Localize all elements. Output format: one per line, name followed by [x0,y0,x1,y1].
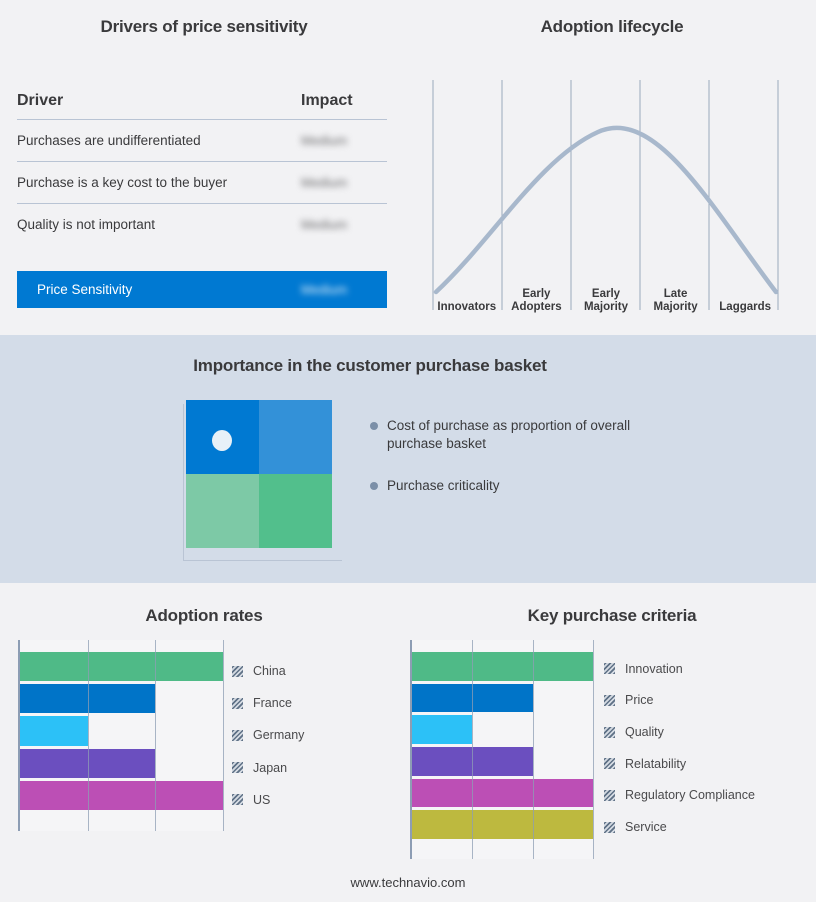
gridline [472,640,474,859]
summary-impact-redacted: Medium [301,282,348,297]
drivers-table: Driver Impact Purchases are undifferenti… [17,92,387,245]
middle-band [0,335,816,583]
lifecycle-panel-title: Adoption lifecycle [540,17,684,36]
hatched-swatch-icon [232,697,243,709]
lifecycle-stage-early-majority: Early Majority [583,288,629,313]
hatched-swatch-icon [604,789,615,801]
legend-item: Quality [604,716,755,748]
basket-legend-label: Cost of purchase as proportion of overal… [387,418,631,451]
plot-area [18,640,224,831]
legend-item: Innovation [604,653,755,685]
bar-us [20,780,223,810]
gridline [155,640,157,831]
legend-item: US [232,784,304,816]
quadrant-matrix [186,400,332,548]
list-item: Purchase criticality [370,477,670,495]
bullet-icon [370,482,378,490]
legend-label: Innovation [625,661,683,676]
lifecycle-stage-innovators: Innovators [437,301,497,313]
hatched-swatch-icon [232,729,243,741]
quadrant-frame [183,404,342,561]
hatched-swatch-icon [604,726,615,738]
quadrant-top-right [259,400,332,474]
legend-item: China [232,655,304,687]
impact-value-redacted: Medium [301,217,348,232]
key-purchase-criteria-chart [410,640,594,859]
list-item: Cost of purchase as proportion of overal… [370,417,670,453]
bar-service [412,810,593,839]
bar-quality [412,715,473,744]
legend-label: Price [625,693,654,708]
hatched-swatch-icon [604,694,615,706]
lifecycle-stage-late-majority: Late Majority [653,288,698,313]
hatched-swatch-icon [232,665,243,677]
legend-label: Service [625,820,667,835]
hatched-swatch-icon [604,821,615,833]
quadrant-position-marker [212,430,232,451]
quadrant-bottom-left [186,474,259,548]
legend-label: Relatability [625,756,687,771]
hatched-swatch-icon [604,663,615,675]
plot-area [410,640,594,859]
legend-item: Regulatory Compliance [604,780,755,812]
legend-label: Japan [253,760,288,775]
drivers-panel-title: Drivers of price sensitivity [100,17,308,36]
quadrant-bottom-right [259,474,332,548]
lifecycle-stage-early-adopters: Early Adopters [511,288,562,313]
basket-legend-label: Purchase criticality [387,478,500,493]
basket-legend: Cost of purchase as proportion of overal… [370,417,670,519]
basket-panel-title: Importance in the customer purchase bask… [193,356,547,375]
drivers-table-header: Driver Impact [17,92,387,120]
column-header-driver: Driver [17,92,64,109]
legend-label: Quality [625,725,664,740]
hatched-swatch-icon [232,794,243,806]
gridline [532,640,534,859]
table-row: Purchase is a key cost to the buyer Medi… [17,162,387,204]
lifecycle-stage-labels: Innovators Early Adopters Early Majority L… [432,282,780,316]
table-row: Purchases are undifferentiated Medium [17,120,387,162]
adoption-rates-chart [18,640,224,831]
legend-label: US [253,792,271,807]
driver-label: Purchases are undifferentiated [17,133,201,148]
bar-germany [20,716,88,746]
bar-china [20,652,223,682]
impact-value-redacted: Medium [301,133,348,148]
driver-label: Purchase is a key cost to the buyer [17,175,228,190]
adoption-rates-title: Adoption rates [145,606,263,625]
summary-label: Price Sensitivity [37,282,133,297]
adoption-rates-legend: China France Germany Japan US [232,655,304,816]
key-purchase-criteria-title: Key purchase criteria [527,606,697,625]
legend-item: Relatability [604,748,755,780]
footer-url: www.technavio.com [350,875,466,890]
quadrant-top-left [186,400,259,474]
bullet-icon [370,422,378,430]
bar-innovation [412,652,593,681]
adoption-lifecycle-chart [432,80,780,310]
legend-item: Price [604,685,755,717]
gridline [593,640,594,859]
legend-item: Germany [232,719,304,751]
price-sensitivity-summary-row: Price Sensitivity Medium [17,271,387,308]
table-row: Quality is not important Medium [17,204,387,245]
lifecycle-stage-laggards: Laggards [719,301,772,313]
legend-item: France [232,687,304,719]
gridline [87,640,89,831]
driver-label: Quality is not important [17,217,156,232]
bar-regulatory-compliance [412,778,593,808]
legend-label: China [253,664,286,679]
legend-item: Japan [232,752,304,784]
impact-value-redacted: Medium [301,175,348,190]
legend-label: Germany [253,728,305,743]
legend-label: Regulatory Compliance [625,788,755,803]
legend-item: Service [604,811,755,843]
gridline [223,640,224,831]
key-purchase-criteria-legend: Innovation Price Quality Relatability Regula… [604,653,755,843]
hatched-swatch-icon [232,762,243,774]
hatched-swatch-icon [604,758,615,770]
legend-label: France [253,696,292,711]
column-header-impact: Impact [301,92,353,109]
